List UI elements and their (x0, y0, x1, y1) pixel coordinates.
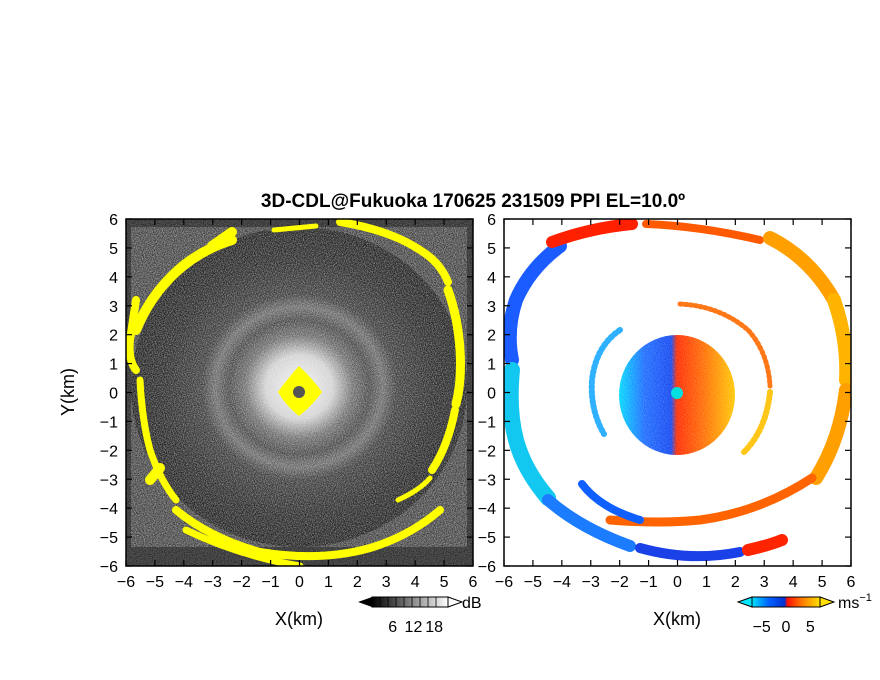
colorbar-tick-label: 12 (405, 619, 423, 636)
velocity-middle-ring (588, 301, 773, 455)
y-tick-label: 3 (109, 299, 118, 316)
x-tick-label: −6 (495, 574, 513, 591)
y-tick-label: 4 (487, 270, 496, 287)
y-tick-label: −2 (478, 443, 496, 460)
velocity-colorbar-unit: ms−1 (838, 592, 872, 612)
x-tick-label: 0 (295, 574, 304, 591)
reflectivity-yellow-ring (126, 219, 465, 566)
reflectivity-y-axis-label: Y(km) (58, 368, 78, 416)
x-tick-label: 3 (382, 574, 391, 591)
y-tick-label: 4 (109, 270, 118, 287)
y-tick-label: 1 (109, 357, 118, 374)
x-tick-label: −5 (524, 574, 542, 591)
colorbar-tick-label: 18 (425, 619, 443, 636)
y-tick-label: 5 (487, 241, 496, 258)
x-tick-label: 5 (440, 574, 449, 591)
y-tick-label: 6 (109, 212, 118, 229)
colorbar-tick-label: 6 (388, 619, 397, 636)
chart-title: 3D-CDL@Fukuoka 170625 231509 PPI EL=10.0… (261, 191, 685, 212)
radar-site-marker-velocity (671, 387, 683, 399)
x-tick-label: 6 (847, 574, 856, 591)
x-tick-label: 1 (702, 574, 711, 591)
y-tick-label: −1 (100, 414, 118, 431)
y-tick-label: −6 (478, 559, 496, 576)
y-tick-label: −4 (100, 501, 118, 518)
y-tick-label: 2 (109, 328, 118, 345)
y-tick-label: −5 (100, 530, 118, 547)
x-tick-label: 6 (469, 574, 478, 591)
x-tick-label: 1 (324, 574, 333, 591)
x-tick-label: −3 (204, 574, 222, 591)
reflectivity-colorbar-unit: dB (462, 595, 482, 612)
velocity-axes: −6 −5 −4 −3 −2 −1 0 1 2 3 4 5 6 6 5 4 3 2 1 0 −1 −2 −3 −4 −5 −6 (478, 212, 856, 591)
y-tick-label: −3 (100, 472, 118, 489)
x-tick-label: 2 (731, 574, 740, 591)
velocity-outer-ring (504, 219, 851, 562)
x-tick-label: 4 (411, 574, 420, 591)
y-tick-label: −3 (478, 472, 496, 489)
reflectivity-panel (126, 219, 473, 566)
colorbar-tick-label: 5 (806, 619, 815, 636)
x-tick-label: 2 (353, 574, 362, 591)
x-tick-label: 3 (760, 574, 769, 591)
radar-site-marker (293, 386, 305, 398)
y-tick-label: 6 (487, 212, 496, 229)
y-tick-label: 0 (487, 386, 496, 403)
x-tick-label: −6 (117, 574, 135, 591)
x-tick-label: −1 (639, 574, 657, 591)
x-tick-label: −2 (611, 574, 629, 591)
x-tick-label: 4 (789, 574, 798, 591)
y-tick-label: −5 (478, 530, 496, 547)
y-tick-label: 2 (487, 328, 496, 345)
y-tick-label: −4 (478, 501, 496, 518)
reflectivity-colorbar: 6 12 18 dB (358, 595, 482, 636)
y-tick-label: 1 (487, 357, 496, 374)
y-tick-label: −6 (100, 559, 118, 576)
velocity-x-axis-label: X(km) (653, 609, 701, 629)
y-tick-label: 0 (109, 386, 118, 403)
x-tick-label: 5 (818, 574, 827, 591)
x-tick-label: −1 (261, 574, 279, 591)
x-tick-label: −4 (553, 574, 571, 591)
x-tick-label: −4 (175, 574, 193, 591)
x-tick-label: −5 (146, 574, 164, 591)
y-tick-label: −2 (100, 443, 118, 460)
x-tick-label: −2 (233, 574, 251, 591)
colorbar-tick-label: 0 (782, 619, 791, 636)
reflectivity-x-axis-label: X(km) (275, 609, 323, 629)
colorbar-tick-label: −5 (753, 619, 771, 636)
y-tick-label: 3 (487, 299, 496, 316)
y-tick-label: −1 (478, 414, 496, 431)
x-tick-label: −3 (582, 574, 600, 591)
velocity-colorbar: −5 0 5 ms−1 (736, 592, 872, 636)
y-tick-label: 5 (109, 241, 118, 258)
reflectivity-axes: −6 −5 −4 −3 −2 −1 0 1 2 3 4 5 6 6 5 4 3 2 1 0 −1 −2 −3 −4 −5 −6 (100, 212, 478, 591)
x-tick-label: 0 (673, 574, 682, 591)
velocity-panel (504, 219, 851, 566)
